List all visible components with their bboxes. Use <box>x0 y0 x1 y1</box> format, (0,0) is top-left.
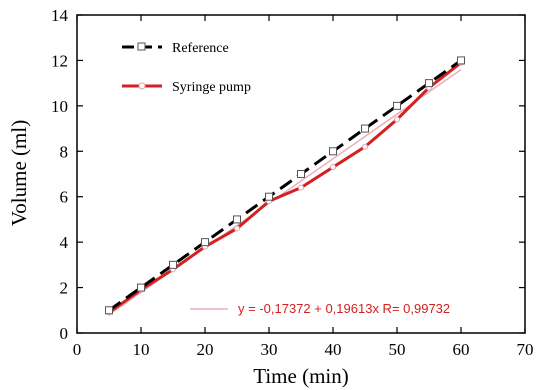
y-tick-label: 2 <box>60 279 69 298</box>
legend-reference-label: Reference <box>172 41 229 56</box>
syringe-pump-line <box>108 61 462 314</box>
x-tick-label: 60 <box>453 340 470 359</box>
syringe-pump-point <box>298 184 304 191</box>
syringe-pump-point <box>362 143 368 150</box>
legend-syringe-marker <box>138 82 146 90</box>
reference-point <box>137 283 145 292</box>
x-tick-label: 0 <box>73 340 82 359</box>
x-tick-label: 20 <box>197 340 214 359</box>
y-tick-label: 4 <box>60 233 69 252</box>
x-tick-label: 50 <box>389 340 406 359</box>
syringe-pump-point <box>234 225 240 232</box>
syringe-pump-point <box>330 164 336 171</box>
y-tick-label: 6 <box>60 188 69 207</box>
y-tick-label: 12 <box>51 51 68 70</box>
legend-syringe-label: Syringe pump <box>172 80 251 95</box>
x-tick-label: 10 <box>133 340 150 359</box>
reference-point <box>169 260 177 269</box>
reference-point <box>233 215 241 224</box>
fit-equation: y = -0,17372 + 0,19613x R= 0,99732 <box>238 301 450 316</box>
y-tick-label: 14 <box>51 6 69 25</box>
reference-point <box>297 170 305 178</box>
reference-point <box>361 124 369 133</box>
reference-line <box>108 59 462 312</box>
reference-point <box>105 306 113 315</box>
reference-point <box>393 101 401 110</box>
legend-reference-marker <box>137 42 146 51</box>
reference-point <box>265 192 273 201</box>
x-tick-label: 30 <box>261 340 278 359</box>
reference-point <box>425 79 433 88</box>
y-axis-title: Volume (ml) <box>7 120 31 226</box>
series-layer <box>105 56 465 316</box>
plot-frame <box>76 14 526 334</box>
syringe-pump-point <box>394 116 400 123</box>
x-axis-title: Time (min) <box>253 364 348 388</box>
x-tick-label: 40 <box>325 340 342 359</box>
legend: Reference Syringe pump <box>122 41 251 95</box>
reference-point <box>201 238 209 247</box>
y-tick-label: 0 <box>60 324 69 343</box>
ticks-layer: 0 10 20 30 40 50 60 70 0 2 4 6 8 10 12 14 <box>51 6 534 359</box>
plot-border <box>76 14 526 334</box>
y-tick-label: 10 <box>51 97 68 116</box>
y-tick-label: 8 <box>60 142 69 161</box>
reference-point <box>329 147 337 156</box>
fit-legend: y = -0,17372 + 0,19613x R= 0,99732 <box>190 301 450 316</box>
reference-point <box>457 56 465 65</box>
x-tick-label: 70 <box>517 340 534 359</box>
